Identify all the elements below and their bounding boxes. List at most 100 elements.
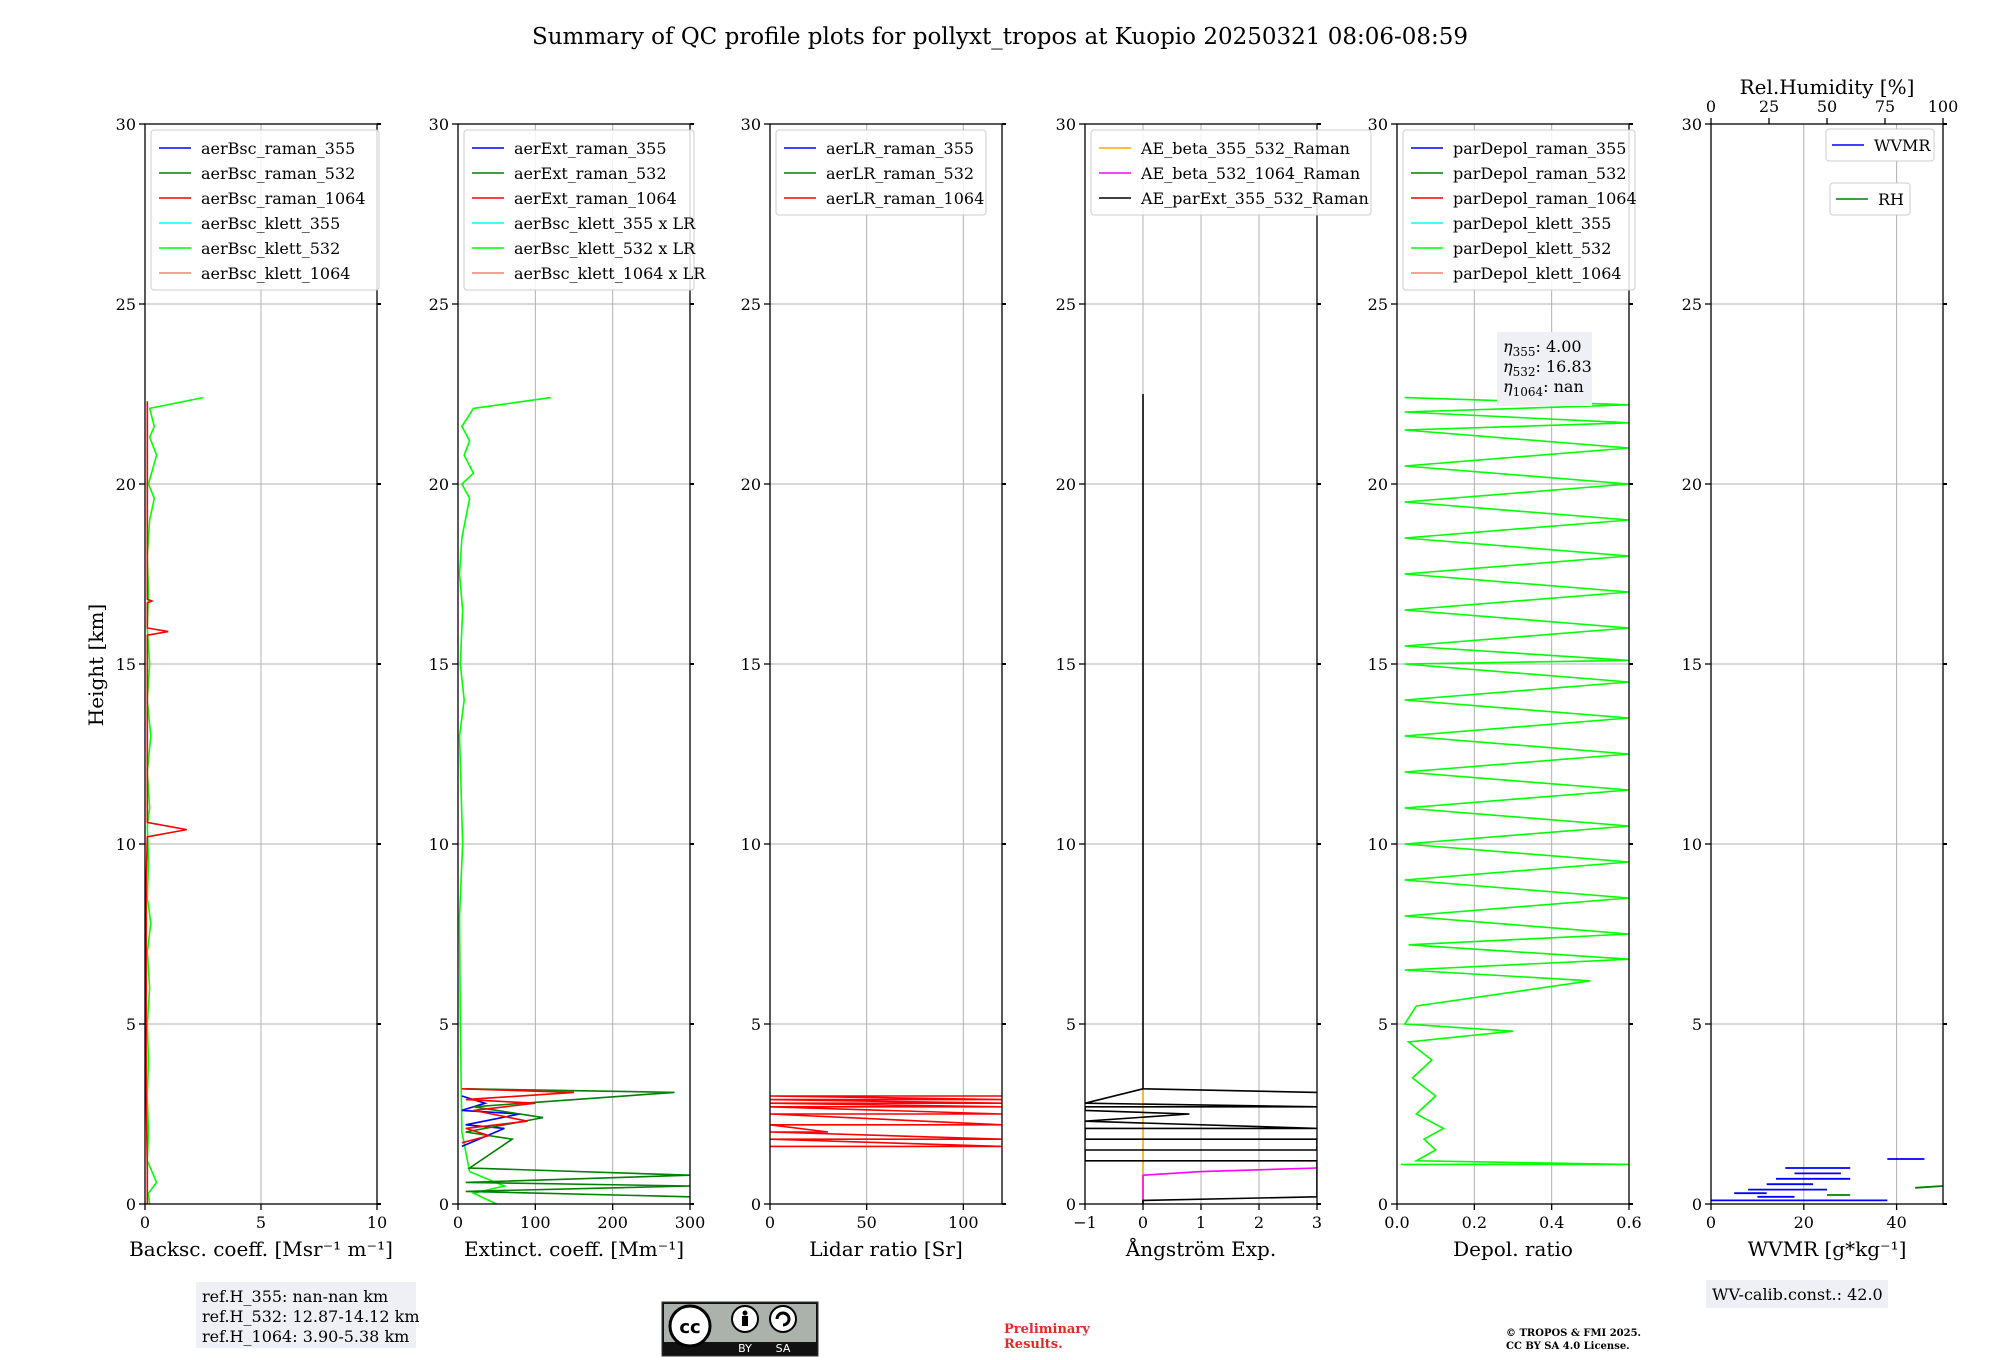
series-AE_beta_532_1064_Raman xyxy=(1142,1167,1317,1204)
series-aerExt_raman_1064 xyxy=(461,1088,575,1144)
ae-xtick-label: 1 xyxy=(1196,1213,1206,1232)
lr-ytick-label: 25 xyxy=(741,295,761,314)
cc-license-badge[interactable]: cc BY SA xyxy=(661,1301,819,1357)
ae-xlabel: Ångström Exp. xyxy=(1125,1236,1276,1261)
preliminary-line-2: Results. xyxy=(1004,1337,1063,1352)
bsc-ytick-label: 0 xyxy=(126,1195,136,1214)
ext-ytick-label: 5 xyxy=(439,1015,449,1034)
ext-ytick-label: 10 xyxy=(429,835,449,854)
series-aerBsc_raman_1064 xyxy=(145,401,187,1204)
wv-legend-entry: RH xyxy=(1878,190,1904,209)
series-aerExt_raman_532 xyxy=(465,1088,690,1198)
dep-xtick-label: 0.4 xyxy=(1539,1213,1564,1232)
dep-legend-entry: parDepol_klett_1064 xyxy=(1453,264,1622,283)
lr-ytick-label: 0 xyxy=(751,1195,761,1214)
series-aerBsc_klett_532 xyxy=(146,396,204,1204)
ae-xtick-label: 3 xyxy=(1312,1213,1322,1232)
ae-ytick-label: 15 xyxy=(1056,655,1076,674)
ext-legend-box xyxy=(463,129,695,291)
ae-xtick-label: 2 xyxy=(1254,1213,1264,1232)
bsc-ytick-label: 20 xyxy=(116,475,136,494)
lr-xlabel: Lidar ratio [Sr] xyxy=(809,1237,963,1261)
lr-xtick-label: 100 xyxy=(948,1213,979,1232)
ext-legend-entry: aerBsc_klett_532 x LR xyxy=(514,239,696,258)
lr-ytick-label: 15 xyxy=(741,655,761,674)
wv-xtick-label: 20 xyxy=(1794,1213,1814,1232)
bsc-info-line: ref.H_355: nan-nan km xyxy=(202,1287,388,1306)
wv-info-box xyxy=(1706,1280,1888,1308)
ext-xlabel: Extinct. coeff. [Mm⁻¹] xyxy=(464,1237,684,1261)
share-alike-icon xyxy=(769,1305,797,1333)
bsc-data xyxy=(145,396,204,1204)
ext-legend-entry: aerBsc_klett_355 x LR xyxy=(514,214,696,233)
cc-logo-icon xyxy=(668,1304,712,1348)
dep-ytick-label: 5 xyxy=(1378,1015,1388,1034)
series-parDepol_klett_532 xyxy=(1400,396,1629,1166)
wv-ytick-label: 0 xyxy=(1692,1195,1702,1214)
ae-legend-entry: AE_beta_532_1064_Raman xyxy=(1140,164,1360,183)
lr-xtick-label: 0 xyxy=(765,1213,775,1232)
ext-legend-entry: aerExt_raman_1064 xyxy=(514,189,677,208)
lr-legend-box xyxy=(775,129,987,216)
bsc-xlabel: Backsc. coeff. [Msr⁻¹ m⁻¹] xyxy=(129,1237,393,1261)
wv-ytick-label: 15 xyxy=(1682,655,1702,674)
cc-logo-text: cc xyxy=(679,1317,700,1338)
dep-ytick-label: 25 xyxy=(1368,295,1388,314)
bsc-ytick-label: 30 xyxy=(116,115,136,134)
bsc-info-box xyxy=(196,1282,416,1348)
dep-legend-entry: parDepol_raman_532 xyxy=(1453,164,1626,183)
wv-top-xlabel: Rel.Humidity [%] xyxy=(1740,75,1915,99)
panel-lr: 0 5 10 15 20 25 30 0 50 100 Lidar ratio [Sr] aerLR_… xyxy=(741,115,1006,1261)
dep-legend-entry: parDepol_klett_532 xyxy=(1453,239,1611,258)
bsc-ytick-label: 15 xyxy=(116,655,136,674)
lr-legend-entry: aerLR_raman_355 xyxy=(826,139,974,158)
lr-legend-entry: aerLR_raman_532 xyxy=(826,164,974,183)
lr-ytick-label: 5 xyxy=(751,1015,761,1034)
lr-data xyxy=(770,1095,1002,1148)
wv-info-line: WV-calib.const.: 42.0 xyxy=(1712,1285,1883,1304)
wv-top-xtick-label: 75 xyxy=(1875,97,1895,116)
wv-ytick-label: 20 xyxy=(1682,475,1702,494)
attribution-body xyxy=(742,1316,748,1326)
ae-ytick-label: 0 xyxy=(1066,1195,1076,1214)
dep-legend-entry: parDepol_raman_355 xyxy=(1453,139,1626,158)
wv-top-xtick-label: 100 xyxy=(1928,97,1959,116)
wv-legend-box xyxy=(1825,128,1935,162)
wv-ytick-label: 25 xyxy=(1682,295,1702,314)
dep-xlabel: Depol. ratio xyxy=(1453,1237,1573,1261)
attribution-head xyxy=(742,1310,748,1316)
ext-xtick-label: 0 xyxy=(453,1213,463,1232)
dep-legend-entry: parDepol_raman_1064 xyxy=(1453,189,1637,208)
wv-xtick-label: 40 xyxy=(1886,1213,1906,1232)
dep-xtick-label: 0.6 xyxy=(1616,1213,1641,1232)
dep-ytick-label: 20 xyxy=(1368,475,1388,494)
panel-dep: 0 5 10 15 20 25 30 0.0 0.2 0.4 0.6 Depol. ratio parD… xyxy=(1368,115,1642,1261)
wv-xlabel: WVMR [g*kg⁻¹] xyxy=(1748,1237,1907,1261)
bsc-legend-entry: aerBsc_raman_1064 xyxy=(201,189,366,208)
ext-data xyxy=(458,396,690,1204)
ae-legend-box xyxy=(1090,129,1372,216)
lr-ytick-label: 30 xyxy=(741,115,761,134)
dep-info-line: η532: 16.83 xyxy=(1503,357,1592,379)
series-AE_parExt_355_532_Raman xyxy=(1085,394,1317,1204)
series-aerLR_raman_1064 xyxy=(770,1095,1002,1148)
ext-ytick-label: 20 xyxy=(429,475,449,494)
panel-bsc: 0 5 10 15 20 25 30 0 5 10 Backsc. coeff. [Msr⁻¹ m⁻… xyxy=(116,115,420,1348)
bsc-legend-box xyxy=(150,129,380,291)
wv-top-xtick-label: 25 xyxy=(1759,97,1779,116)
lr-xtick-label: 50 xyxy=(856,1213,876,1232)
dep-ytick-label: 15 xyxy=(1368,655,1388,674)
ae-ytick-label: 20 xyxy=(1056,475,1076,494)
ae-ytick-label: 30 xyxy=(1056,115,1076,134)
wv-ytick-label: 5 xyxy=(1692,1015,1702,1034)
ae-data xyxy=(1085,394,1317,1204)
dep-ytick-label: 0 xyxy=(1378,1195,1388,1214)
ae-xtick-label: −1 xyxy=(1073,1213,1097,1232)
bsc-legend-entry: aerBsc_klett_1064 xyxy=(201,264,350,283)
ext-legend-entry: aerBsc_klett_1064 x LR xyxy=(514,264,706,283)
copyright-line-1: © TROPOS & FMI 2025. xyxy=(1506,1328,1641,1339)
ae-ytick-label: 5 xyxy=(1066,1015,1076,1034)
bsc-xtick-label: 10 xyxy=(367,1213,387,1232)
share-alike-arrow xyxy=(775,1311,791,1327)
